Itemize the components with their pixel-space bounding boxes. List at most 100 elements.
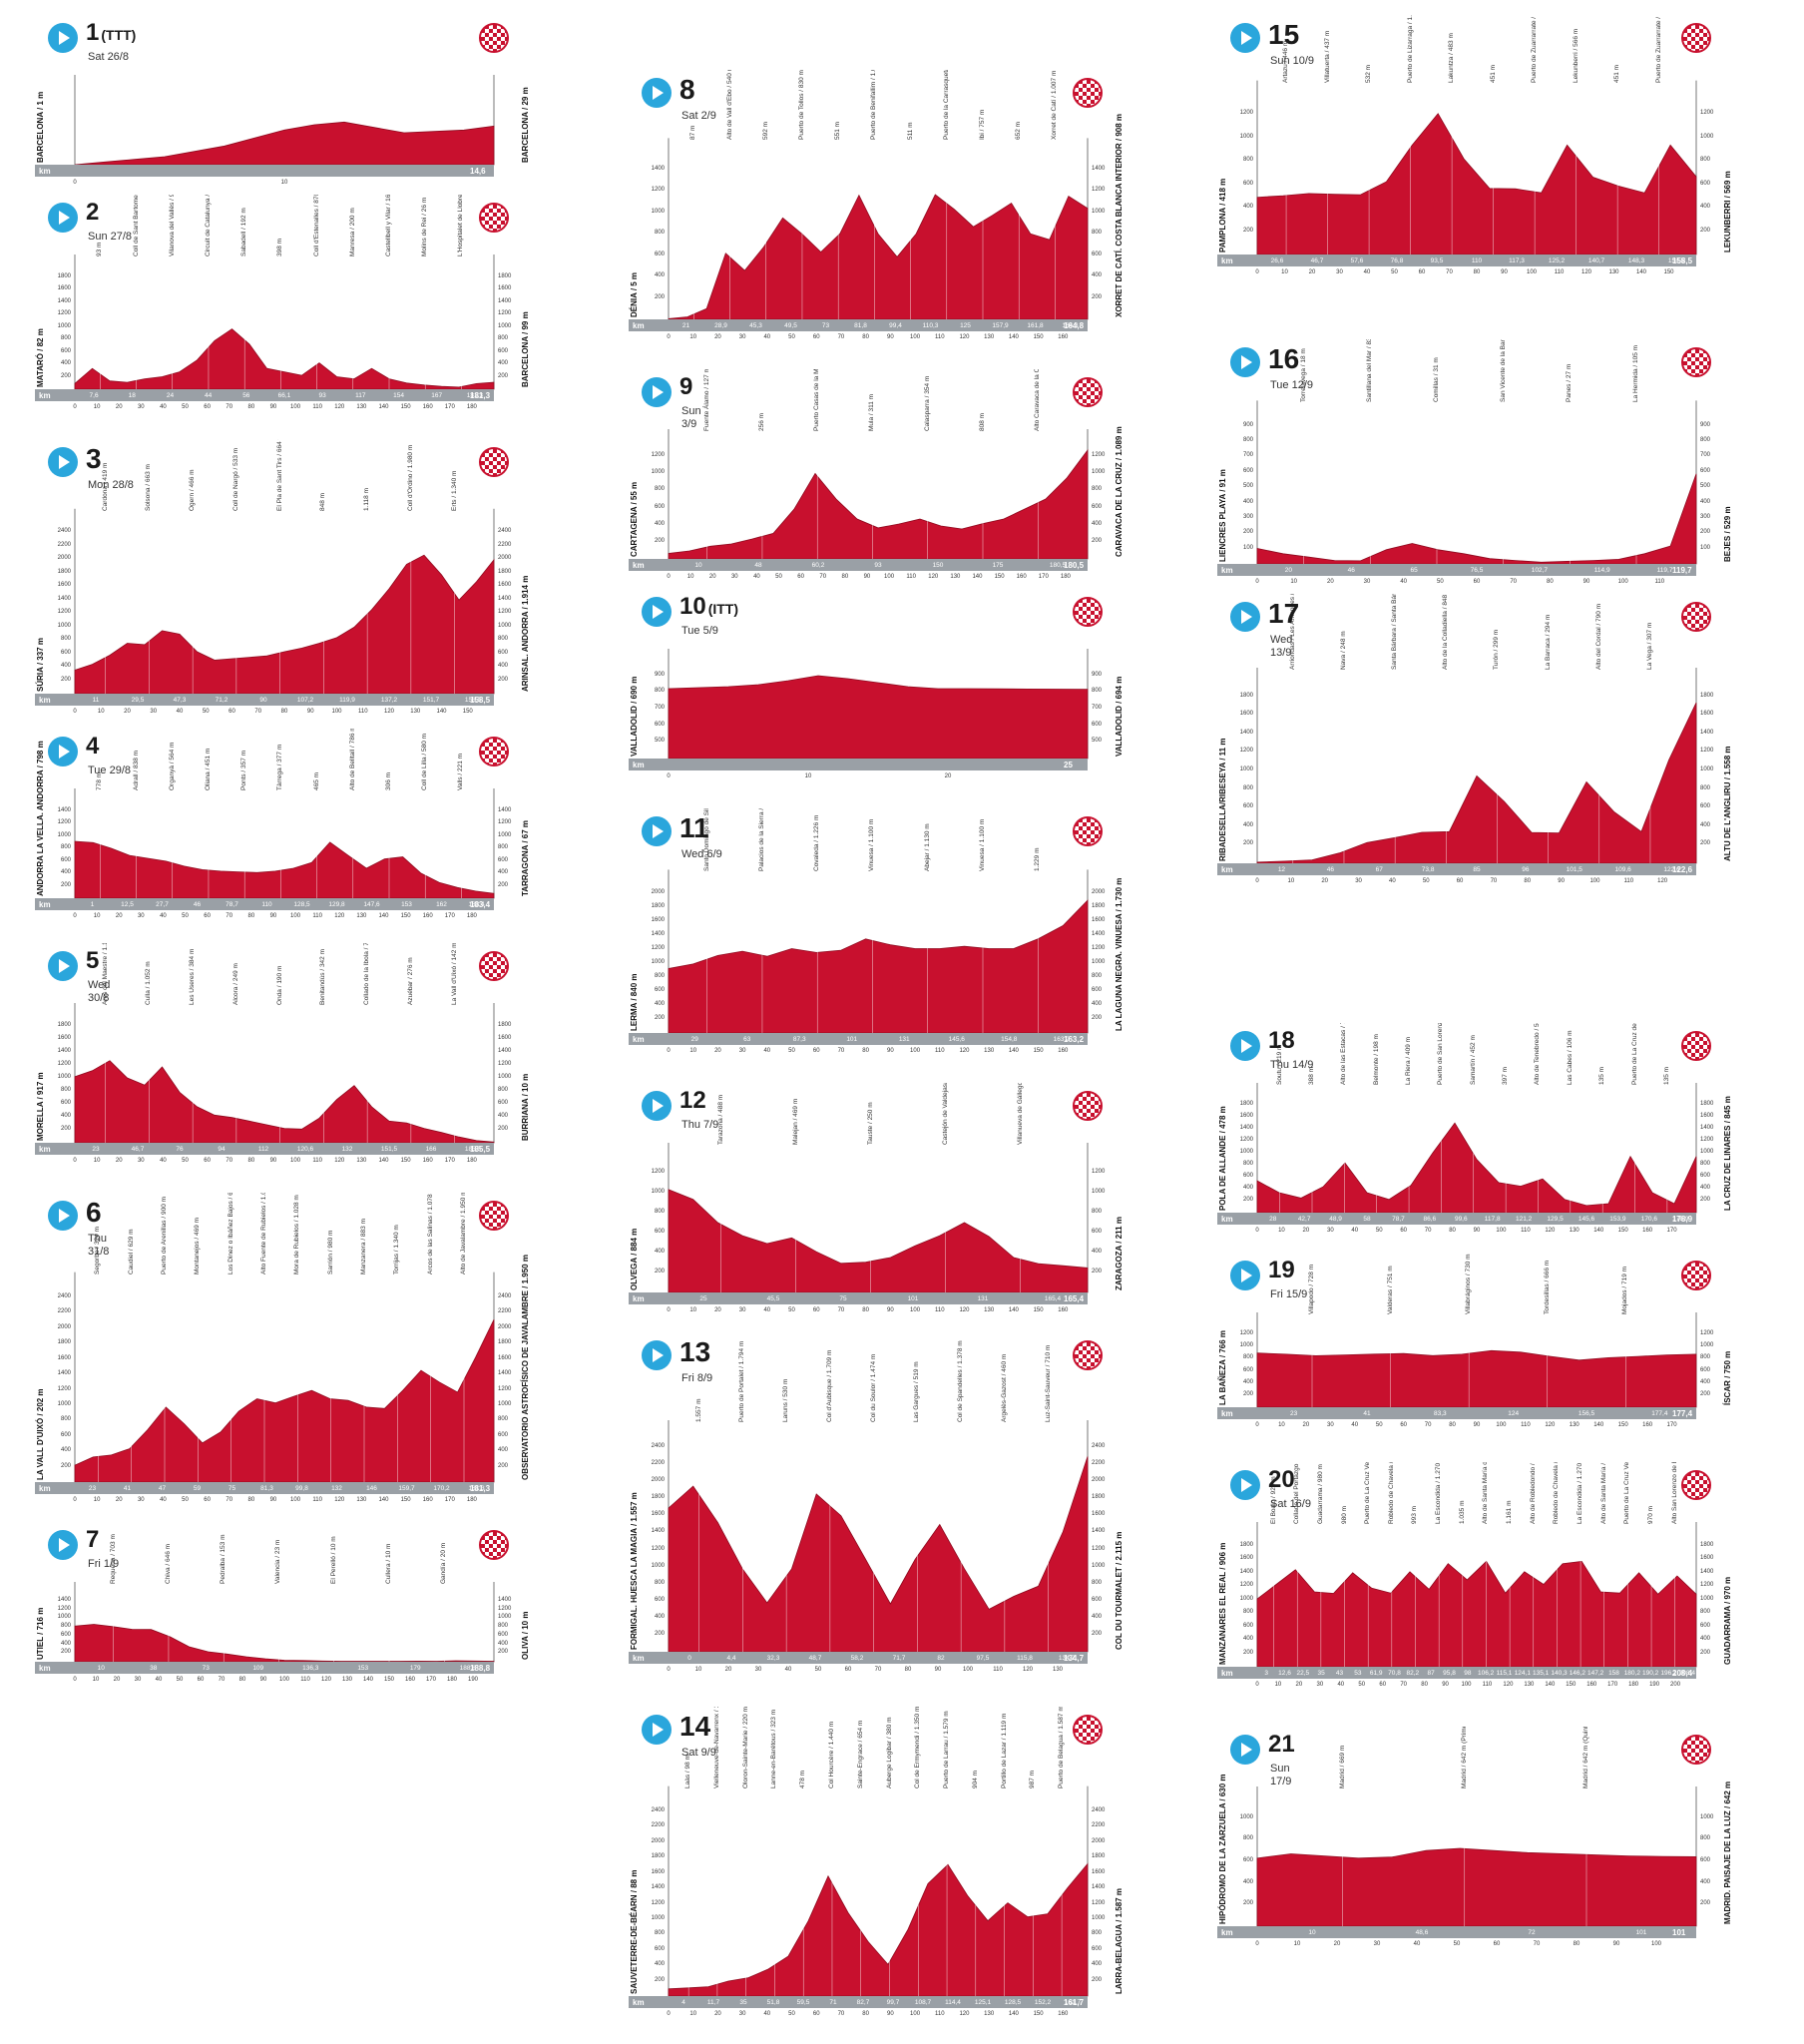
stage-number-text: 4 (86, 733, 100, 760)
axis-tick: 120 (1657, 878, 1668, 884)
y-axis-left-label: 1200 (651, 1899, 665, 1906)
profile-svg (629, 869, 1089, 1045)
axis-tick: 140 (378, 1158, 389, 1164)
km-mark: 137,2 (380, 697, 398, 704)
km-mark: 131 (898, 1036, 910, 1043)
start-location: BARCELONA / 1 m (36, 91, 45, 163)
y-axis-right-label: 800 (1700, 1835, 1711, 1842)
km-mark: 81,3 (260, 1485, 273, 1492)
point-label: Alto de Javalambre / 1.950 m (460, 1193, 467, 1275)
axis-tick: 10 (93, 404, 101, 410)
stage-panel: km 25 0 10 20 500 500 600 600 700 700 800 800 900 900 V… (624, 589, 1132, 788)
km-mark: 129,5 (1547, 1216, 1564, 1223)
km-mark: 46 (1326, 866, 1334, 873)
axis-tick: 120 (334, 1158, 345, 1164)
axis-tick: 90 (1442, 1682, 1449, 1688)
point-label: 397 m (1502, 1066, 1510, 1085)
point-label: Gandía / 20 m (440, 1542, 448, 1584)
km-mark: 134,7 (1058, 1655, 1076, 1662)
axis-tick: 30 (1373, 1941, 1381, 1947)
start-icon (48, 203, 78, 233)
profile-svg (35, 1582, 495, 1674)
km-mark: 154 (393, 392, 404, 399)
axis-tick: 110 (993, 1667, 1003, 1673)
axis-tick: 150 (1033, 334, 1044, 340)
axis-tick: 40 (1413, 1941, 1421, 1947)
stage-number: 8 (679, 76, 695, 104)
y-axis-left-label: 800 (60, 335, 71, 341)
stage-date: Sat 26/8 (88, 51, 129, 63)
stage-panel: Tarazona / 488 m Malejan / 469 m Tauste / … (624, 1083, 1132, 1322)
axis-tick: 20 (1308, 269, 1316, 275)
km-mark: 78,7 (226, 901, 238, 908)
y-axis-right-label: 1600 (1092, 1511, 1106, 1518)
km-total: 185,5 (470, 1145, 491, 1154)
point-label: 451 m (1613, 64, 1621, 83)
y-axis-right-label: 400 (1092, 272, 1103, 279)
y-axis-left-label: 1200 (57, 310, 71, 316)
axis-tick: 190 (1649, 1682, 1660, 1688)
km-total: 208,4 (1672, 1669, 1693, 1678)
y-axis-left-label: 2400 (651, 1807, 665, 1813)
axis-tick: 80 (1449, 1422, 1456, 1428)
km-bar (1217, 863, 1696, 875)
finish-icon (1681, 1031, 1711, 1061)
km-mark: 28,9 (714, 322, 727, 329)
stage-number: 1 (TTT) (86, 21, 136, 45)
axis-tick: 30 (738, 334, 746, 340)
y-axis-right-label: 2200 (1092, 1460, 1106, 1467)
axis-tick: 120 (1545, 1228, 1556, 1234)
point-label: El Pla de Sant Tirs / 664 m (275, 439, 283, 511)
km-mark: 18 (128, 392, 136, 399)
point-label: Alto de las Estacas / 747 m (1340, 1023, 1348, 1085)
km-bar (35, 898, 494, 910)
finish-location: ARINSAL. ANDORRA / 1.914 m (521, 575, 530, 692)
axis-tick: 20 (1295, 1682, 1303, 1688)
km-mark: 167 (431, 392, 443, 399)
stage-number: 17 (1268, 600, 1299, 628)
axis-tick: 10 (804, 773, 812, 779)
point-label: Col de Ermymendi / 1.350 m (914, 1707, 922, 1788)
km-mark: 71,7 (892, 1655, 906, 1662)
y-axis-left-label: 1400 (651, 931, 665, 938)
y-axis-right-label: 1400 (1700, 1125, 1714, 1131)
km-mark: 161,7 (1064, 1999, 1082, 2006)
km-mark: 117,8 (1484, 1216, 1501, 1223)
y-axis-right-label: 400 (1700, 1378, 1711, 1385)
y-axis-right-label: 1200 (1092, 945, 1106, 952)
point-label: Cullera / 10 m (385, 1543, 392, 1584)
start-location: DÉNIA / 5 m (630, 271, 639, 317)
point-label: 398 m (276, 238, 284, 256)
km-bar (629, 1033, 1088, 1045)
axis-tick: 0 (73, 1497, 77, 1503)
y-axis-left-label: 1400 (1239, 729, 1253, 736)
axis-tick: 60 (812, 1307, 820, 1313)
axis-tick: 100 (290, 1497, 301, 1503)
km-mark: 101 (846, 1036, 858, 1043)
km-mark: 73,8 (1421, 866, 1435, 873)
stage-date: Fri 8/9 (681, 1372, 713, 1384)
finish-icon (479, 23, 509, 53)
stage-number: 19 (1268, 1259, 1295, 1282)
axis-tick: 70 (819, 574, 827, 580)
km-label: km (1221, 256, 1233, 265)
axis-tick: 130 (356, 404, 367, 410)
stage-number: 20 (1268, 1468, 1295, 1492)
km-mark: 147,6 (363, 901, 380, 908)
start-icon (48, 447, 78, 477)
axis-tick: 60 (797, 574, 804, 580)
y-axis-left-label: 1200 (1239, 1137, 1253, 1143)
axis-tick: 20 (1333, 1941, 1341, 1947)
axis-tick: 140 (436, 709, 447, 715)
y-axis-right-label: 1200 (498, 819, 512, 825)
y-axis-left-label: 1800 (651, 1494, 665, 1501)
axis-tick: 30 (137, 913, 145, 919)
point-label: 256 m (757, 412, 765, 431)
point-label: Panes / 27 m (1566, 364, 1574, 403)
point-label: Lakuntza / 483 m (1448, 32, 1456, 83)
stage-number-text: 13 (679, 1336, 711, 1367)
axis-tick: 100 (910, 1307, 921, 1313)
y-axis-right-label: 200 (1700, 1197, 1711, 1203)
km-mark: 46,7 (1310, 257, 1324, 264)
km-mark: 132 (341, 1146, 353, 1153)
